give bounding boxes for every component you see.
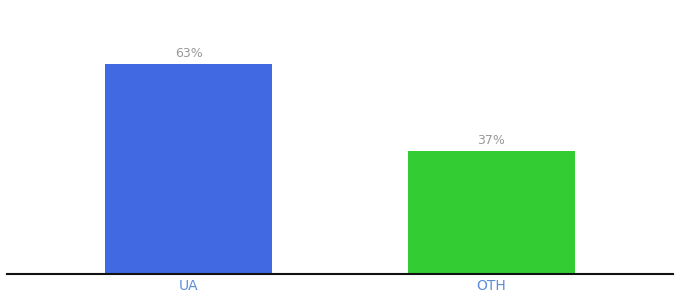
- Text: 37%: 37%: [477, 134, 505, 147]
- Bar: [408, 151, 575, 274]
- Bar: [105, 64, 272, 274]
- Text: 63%: 63%: [175, 47, 203, 60]
